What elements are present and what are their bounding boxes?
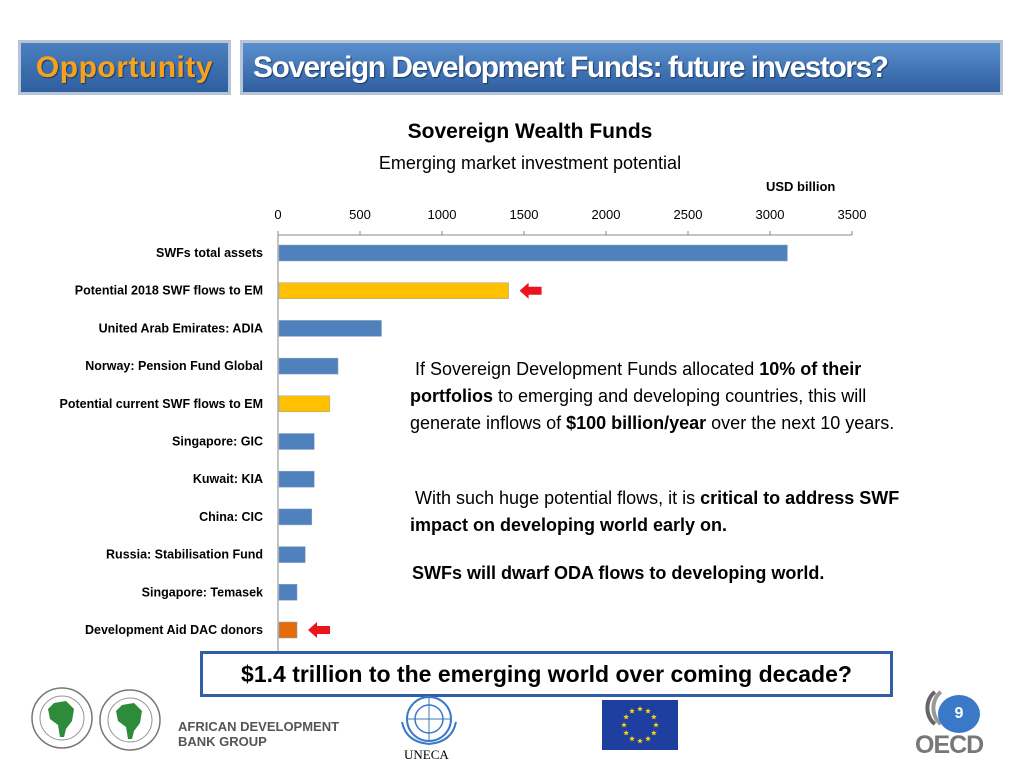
x-tick-label: 1500 [510,207,539,222]
eu-star-icon [645,735,651,742]
bottom-banner-text: $1.4 trillion to the emerging world over… [241,660,852,687]
x-tick-label: 1000 [428,207,457,222]
highlight-arrow-icon [308,622,331,638]
callout-1-text-b: 10% of their portfolios [410,359,862,406]
bar [278,244,788,262]
bottom-banner: $1.4 trillion to the emerging world over… [200,651,893,697]
oecd-arcs-icon [925,690,943,726]
bar [278,282,509,299]
bar [278,621,298,639]
chart-title: Sovereign Wealth Funds [407,120,653,143]
eu-star-icon [623,730,629,736]
bar [278,546,306,563]
page-number-badge: 9 [938,695,980,733]
bar [278,320,382,337]
eu-star-icon [621,722,627,728]
eu-star-icon [623,714,629,720]
chart-subtitle: Emerging market investment potential [378,153,682,173]
bar [278,584,298,601]
category-label: Kuwait: KIA [193,472,263,486]
category-label: Development Aid DAC donors [85,623,263,637]
bar [278,357,339,375]
eu-star-icon [651,730,657,736]
category-label: United Arab Emirates: ADIA [99,321,263,335]
uneca-label: UNECA [404,747,449,762]
bar-chart: 0 500 1000 1500 2000 2500 3000 3500 SWFs total a… [60,207,867,655]
callout-paragraph-1: If Sovereign Development Funds allocated… [410,356,930,437]
oecd-wordmark: OECD [915,731,984,759]
x-tick-label: 3000 [756,207,785,222]
callout-2-text-b: critical to address SWF impact on develo… [410,488,900,535]
x-tick-label: 2500 [674,207,703,222]
eu-star-icon [629,708,635,714]
category-label: Norway: Pension Fund Global [85,359,263,373]
callout-2-text-a: With such huge potential flows, it is [415,488,701,508]
category-label: Russia: Stabilisation Fund [106,548,263,562]
x-tick-label: 3500 [838,207,867,222]
afdb-seal-left [31,687,93,749]
highlight-arrow-icon [519,282,542,299]
eu-star-icon [637,706,643,712]
x-tick-label: 500 [349,207,371,222]
category-label: Singapore: Temasek [142,585,263,599]
afdb-name-line1: AFRICAN DEVELOPMENT [178,719,340,734]
category-label: SWFs total assets [156,246,263,260]
afdb-name: AFRICAN DEVELOPMENT BANK GROUP [178,719,339,749]
bar [278,470,315,488]
bar [278,395,331,413]
callout-1-text-e: over the next 10 years. [706,413,895,433]
section-tag: Opportunity [18,40,231,95]
category-label: Potential 2018 SWF flows to EM [75,284,263,298]
slide-title: Sovereign Development Funds: future inve… [253,50,889,84]
callout-1-text-d: $100 billion/year [566,413,707,433]
chart-unit-label: USD billion [766,179,836,194]
callout-1-text-c: to emerging and developing countries, th… [410,386,867,433]
eu-star-icon [645,708,651,714]
bar [278,508,313,526]
afdb-seal-logos [31,687,161,751]
callout-paragraph-3: SWFs will dwarf ODA flows to developing … [412,563,825,583]
callout-1-text-a: If Sovereign Development Funds allocated [415,359,760,379]
bar [278,433,315,450]
x-tick-label: 0 [274,207,281,222]
eu-star-icon [637,738,643,744]
afdb-seal-right [99,689,161,751]
slide-title-bar: Sovereign Development Funds: future inve… [240,40,1003,95]
section-tag-label: Opportunity [35,50,214,84]
category-label: Potential current SWF flows to EM [60,397,263,411]
eu-flag-icon [602,700,678,750]
eu-star-icon [629,735,635,742]
callout-paragraph-2: With such huge potential flows, it is cr… [410,485,930,539]
category-label: Singapore: GIC [172,435,263,449]
afdb-name-line2: BANK GROUP [178,734,267,749]
un-emblem-icon [401,696,457,746]
x-tick-label: 2000 [592,207,621,222]
category-label: China: CIC [199,510,263,524]
eu-star-icon [651,714,657,720]
eu-star-icon [653,722,659,728]
